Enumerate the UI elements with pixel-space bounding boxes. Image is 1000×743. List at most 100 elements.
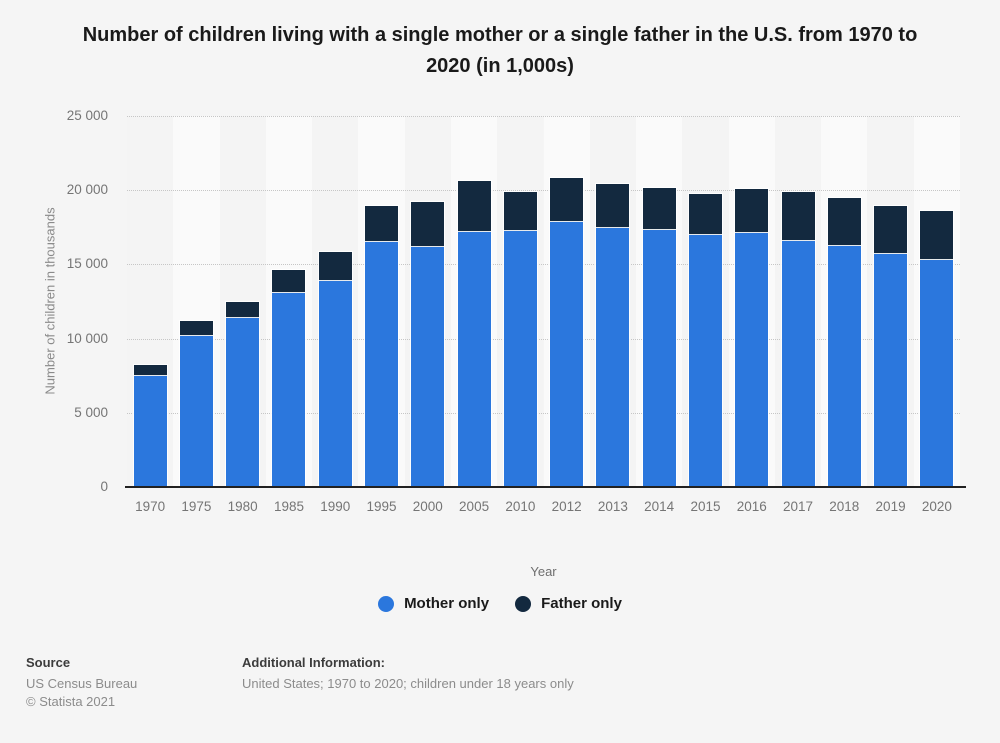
legend-label-mother-only: Mother only: [404, 595, 490, 612]
bar-group-1995: [365, 205, 399, 487]
bar-segment-mother-only-1995: [365, 242, 399, 487]
source-name: US Census Bureau: [26, 676, 138, 691]
bar-segment-mother-only-1970: [133, 376, 167, 487]
bar-segment-mother-only-1990: [318, 281, 352, 487]
x-axis-tick-label-2005: 2005: [459, 499, 490, 514]
legend-swatch-mother-only: [378, 595, 395, 612]
y-axis-title: Number of children in thousands: [42, 207, 58, 395]
bar-segment-father-only-2018: [827, 197, 861, 246]
bar-segment-father-only-1970: [133, 365, 167, 377]
legend: Mother only Father only: [0, 595, 1000, 612]
footer-additional-column: Additional Information: United States; 1…: [242, 655, 574, 693]
x-axis-tick-label-1985: 1985: [273, 499, 304, 514]
y-axis-tick-label-15000: 15 000: [66, 256, 108, 272]
bar-group-2012: [550, 178, 584, 487]
bar-group-2010: [503, 192, 537, 487]
legend-swatch-father-only: [515, 595, 532, 612]
y-axis-tick-label-5000: 5 000: [74, 404, 108, 420]
bar-segment-mother-only-2019: [874, 254, 908, 487]
bar-group-1985: [272, 269, 306, 487]
gridline-20000: [127, 190, 960, 192]
gridline-10000: [127, 338, 960, 340]
x-axis-tick-label-2016: 2016: [736, 499, 767, 514]
bar-segment-father-only-2016: [735, 188, 769, 234]
bar-segment-mother-only-2005: [457, 232, 491, 487]
bar-segment-mother-only-2016: [735, 233, 769, 487]
bar-group-2018: [827, 197, 861, 487]
bar-group-2016: [735, 188, 769, 487]
y-axis-tick-label-20000: 20 000: [66, 182, 108, 198]
bar-segment-mother-only-2012: [550, 222, 584, 487]
bar-segment-father-only-2019: [874, 205, 908, 255]
bar-group-2020: [920, 210, 954, 487]
x-axis-tick-label-2018: 2018: [829, 499, 860, 514]
x-axis-tick-label-2014: 2014: [644, 499, 675, 514]
plot-area: [127, 116, 960, 487]
bar-segment-father-only-2014: [642, 188, 676, 231]
bar-group-2005: [457, 181, 491, 487]
bar-segment-father-only-2010: [503, 192, 537, 231]
bar-segment-father-only-1990: [318, 251, 352, 282]
x-axis-tick-label-1970: 1970: [135, 499, 166, 514]
x-axis-tick-label-2013: 2013: [597, 499, 628, 514]
y-axis-tick-label-0: 0: [100, 479, 108, 494]
chart-title: Number of children living with a single …: [82, 24, 918, 77]
bar-segment-father-only-2017: [781, 192, 815, 241]
footer-source-column: Source US Census Bureau © Statista 2021: [26, 655, 137, 711]
bar-segment-father-only-2015: [688, 193, 722, 236]
legend-label-father-only: Father only: [541, 595, 622, 612]
x-axis-tick-label-2017: 2017: [782, 499, 814, 514]
additional-info-text: United States; 1970 to 2020; children un…: [242, 676, 574, 691]
x-axis-tick-label-1990: 1990: [320, 499, 351, 514]
bar-segment-mother-only-2020: [920, 259, 954, 487]
bar-segment-father-only-1980: [226, 302, 260, 318]
bar-segment-mother-only-2018: [827, 245, 861, 487]
x-axis-tick-label-1995: 1995: [366, 499, 397, 514]
x-axis-tick-label-2015: 2015: [690, 499, 721, 514]
x-axis-line: [125, 486, 966, 488]
bar-segment-mother-only-1985: [272, 292, 306, 487]
bar-segment-father-only-2000: [411, 201, 445, 248]
bar-group-2013: [596, 184, 630, 487]
bar-group-2000: [411, 201, 445, 487]
bar-segment-father-only-1985: [272, 269, 306, 293]
bar-segment-mother-only-2010: [503, 230, 537, 487]
source-label: Source: [26, 655, 71, 670]
bar-group-1980: [226, 302, 260, 487]
x-axis-tick-label-1980: 1980: [227, 499, 258, 514]
legend-item-mother-only[interactable]: Mother only: [378, 595, 489, 612]
gridline-15000: [127, 264, 960, 266]
bar-segment-mother-only-2014: [642, 230, 676, 487]
bar-segment-mother-only-2013: [596, 228, 630, 487]
x-axis-title: Year: [530, 564, 557, 579]
gridline-5000: [127, 412, 960, 414]
x-axis-tick-label-2019: 2019: [875, 499, 906, 514]
bar-segment-mother-only-1980: [226, 317, 260, 487]
x-axis-tick-label-1975: 1975: [181, 499, 212, 514]
y-axis-tick-label-10000: 10 000: [66, 330, 108, 346]
x-axis-tick-label-2012: 2012: [551, 499, 582, 514]
bar-group-1990: [318, 251, 352, 487]
x-axis-tick-label-2010: 2010: [505, 499, 536, 514]
bar-group-2019: [874, 205, 908, 487]
legend-item-father-only[interactable]: Father only: [515, 595, 622, 612]
additional-info-label: Additional Information:: [242, 655, 385, 670]
bar-group-2015: [688, 193, 722, 487]
bar-segment-father-only-2005: [457, 181, 491, 233]
bar-segment-mother-only-2000: [411, 247, 445, 487]
bar-group-1970: [133, 365, 167, 487]
bar-group-2017: [781, 192, 815, 487]
bar-segment-mother-only-1975: [179, 335, 213, 487]
gridline-25000: [127, 116, 960, 117]
statista-copyright: © Statista 2021: [26, 694, 116, 710]
bar-segment-father-only-2013: [596, 184, 630, 229]
bar-segment-mother-only-2015: [688, 235, 722, 487]
bar-group-2014: [642, 188, 676, 487]
y-axis-tick-label-25000: 25 000: [66, 108, 108, 123]
x-axis-tick-label-2020: 2020: [921, 499, 952, 514]
bar-segment-father-only-2012: [550, 178, 584, 223]
bar-segment-father-only-1995: [365, 205, 399, 243]
bar-segment-father-only-2020: [920, 210, 954, 260]
